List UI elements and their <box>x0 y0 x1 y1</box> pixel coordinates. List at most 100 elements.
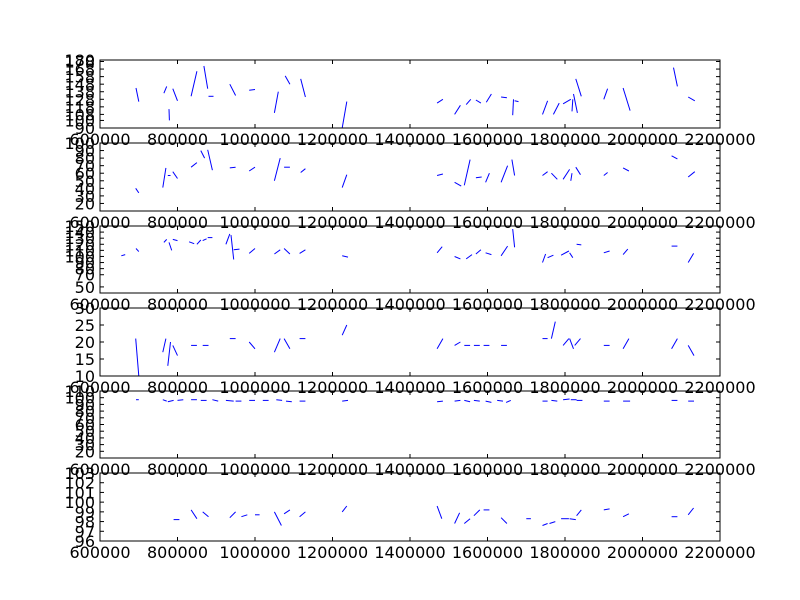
data-segment <box>547 254 554 259</box>
y-tick-label: 97 <box>75 522 95 541</box>
y-tick-label: 138 <box>64 83 95 102</box>
data-segment <box>573 93 578 114</box>
x-tick-label: 1400000 <box>374 295 445 314</box>
y-tick-label: 20 <box>75 333 95 352</box>
series-segments <box>121 228 695 263</box>
data-segment <box>300 78 306 98</box>
data-segment <box>248 341 256 350</box>
data-segment <box>500 165 509 183</box>
data-segment <box>190 509 198 519</box>
x-tick-label: 800000 <box>147 543 208 562</box>
data-segment <box>570 173 573 181</box>
data-segment <box>542 523 548 526</box>
data-segment <box>512 228 516 248</box>
y-tick-label: 70 <box>75 157 95 176</box>
data-segment <box>341 101 348 129</box>
x-tick-label: 1000000 <box>219 213 290 232</box>
x-tick-label: 1400000 <box>374 130 445 149</box>
x-tick-label: 600000 <box>69 378 130 397</box>
data-segment <box>162 167 167 188</box>
y-tick-label: 25 <box>75 316 95 335</box>
data-segment <box>454 341 461 346</box>
x-tick-label: 1800000 <box>529 295 600 314</box>
data-segment <box>121 254 126 257</box>
x-tick-label: 1000000 <box>219 460 290 479</box>
y-tick-label: 120 <box>64 235 95 254</box>
data-segment <box>436 98 444 104</box>
x-tick-label: 1800000 <box>529 543 600 562</box>
y-tick-label: 118 <box>64 98 95 117</box>
y-tick-label: 96 <box>75 532 95 551</box>
data-segment <box>563 398 570 401</box>
data-segment <box>177 399 184 401</box>
data-segment <box>190 162 198 168</box>
x-tick-label: 2000000 <box>607 130 678 149</box>
data-segment <box>497 399 504 402</box>
x-tick-label: 2000000 <box>607 213 678 232</box>
y-tick-label: 80 <box>75 149 95 168</box>
y-tick-label: 100 <box>64 111 95 130</box>
data-segment <box>512 99 514 116</box>
data-segment <box>172 88 178 101</box>
y-tick-label: 100 <box>64 247 95 266</box>
x-tick-label: 1600000 <box>452 213 523 232</box>
data-segment <box>562 338 570 346</box>
x-tick-label: 1000000 <box>219 130 290 149</box>
x-tick-label: 1400000 <box>374 543 445 562</box>
x-tick-label: 2000000 <box>607 460 678 479</box>
data-segment <box>188 241 195 245</box>
y-tick-label: 60 <box>75 164 95 183</box>
x-tick-label: 600000 <box>69 295 130 314</box>
data-segment <box>576 243 582 246</box>
x-tick-label: 800000 <box>147 130 208 149</box>
data-segment <box>276 399 283 401</box>
x-tick-label: 1400000 <box>374 378 445 397</box>
data-segment <box>622 513 630 518</box>
x-tick-label: 800000 <box>147 378 208 397</box>
x-axis: 600000 800000 1000000 1200000 1400000 1600000… <box>69 473 756 562</box>
data-segment <box>603 88 609 100</box>
data-segment <box>622 248 629 255</box>
x-tick-label: 1200000 <box>297 213 368 232</box>
x-tick-label: 2000000 <box>607 295 678 314</box>
y-tick-label: 50 <box>75 278 95 297</box>
data-segment <box>671 155 678 160</box>
data-segment <box>687 171 696 178</box>
x-tick-label: 800000 <box>147 213 208 232</box>
data-segment <box>574 338 581 346</box>
data-segment <box>687 507 694 516</box>
data-segment <box>299 249 306 254</box>
x-axis: 600000 800000 1000000 1200000 1400000 1600000… <box>69 391 756 479</box>
data-segment <box>549 521 556 524</box>
data-segment <box>200 150 206 159</box>
y-tick-label: 60 <box>75 416 95 435</box>
data-segment <box>273 338 281 353</box>
x-tick-label: 2000000 <box>607 378 678 397</box>
x-tick-label: 2200000 <box>684 543 755 562</box>
data-segment <box>285 400 292 403</box>
x-tick-label: 800000 <box>147 460 208 479</box>
data-segment <box>196 239 202 245</box>
x-tick-label: 1600000 <box>452 295 523 314</box>
x-tick-label: 1800000 <box>529 460 600 479</box>
data-segment <box>485 173 490 183</box>
y-tick-label: 100 <box>64 389 95 408</box>
data-segment <box>463 159 471 186</box>
data-segment <box>135 248 140 252</box>
y-tick-label: 101 <box>64 483 95 502</box>
x-tick-label: 1800000 <box>529 213 600 232</box>
x-tick-label: 600000 <box>69 213 130 232</box>
data-segment <box>233 248 240 251</box>
data-segment <box>202 511 209 518</box>
y-tick-label: 150 <box>64 217 95 236</box>
data-segment <box>575 78 582 97</box>
data-segment <box>454 256 461 260</box>
data-segment <box>505 399 511 403</box>
data-segment <box>542 100 549 115</box>
data-segment <box>550 321 556 339</box>
y-tick-label: 20 <box>75 442 95 461</box>
x-tick-label: 1000000 <box>219 295 290 314</box>
data-segment <box>687 96 696 102</box>
y-tick-label: 110 <box>64 382 95 401</box>
